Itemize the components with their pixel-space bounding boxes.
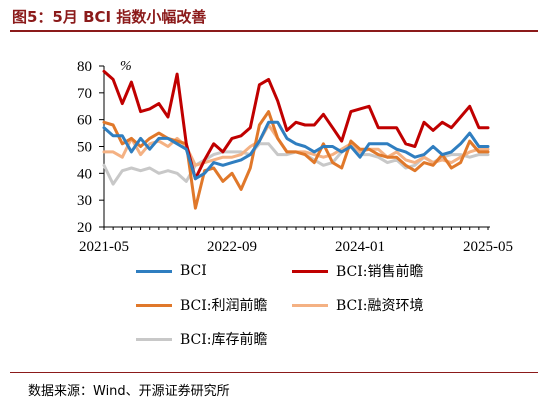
series-line-0 bbox=[102, 120, 490, 181]
figure-title: 图5：5月 BCI 指数小幅改善 bbox=[12, 8, 207, 26]
legend-item: BCI:利润前瞻 bbox=[136, 296, 268, 314]
y-tick-label: 70 bbox=[77, 86, 92, 102]
chart-lines bbox=[102, 69, 490, 210]
legend-swatch bbox=[136, 303, 172, 307]
legend-item: BCI bbox=[136, 262, 207, 280]
source-note: 数据来源：Wind、开源证券研究所 bbox=[28, 384, 230, 399]
legend-swatch bbox=[136, 337, 172, 341]
y-tick-label: 60 bbox=[77, 113, 92, 129]
y-unit-label: % bbox=[120, 59, 132, 74]
legend-swatch bbox=[136, 269, 172, 273]
legend-label: BCI:利润前瞻 bbox=[180, 298, 268, 314]
x-tick-label: 2025-05 bbox=[463, 239, 513, 255]
x-tick-label: 2021-05 bbox=[79, 239, 129, 255]
y-tick-label: 40 bbox=[77, 166, 92, 182]
legend-swatch bbox=[292, 303, 328, 307]
y-tick-label: 50 bbox=[77, 140, 92, 156]
y-tick-label: 30 bbox=[77, 193, 92, 209]
legend-label: BCI:库存前瞻 bbox=[180, 332, 268, 348]
legend-label: BCI bbox=[180, 263, 207, 279]
series-line-1 bbox=[102, 69, 490, 181]
x-tick-label: 2024-01 bbox=[335, 239, 385, 255]
y-tick-label: 80 bbox=[77, 59, 92, 75]
legend-label: BCI:销售前瞻 bbox=[336, 264, 424, 280]
legend-swatch bbox=[292, 269, 328, 273]
legend-item: BCI:融资环境 bbox=[292, 296, 424, 314]
legend-item: BCI:库存前瞻 bbox=[136, 330, 268, 348]
y-tick-label: 20 bbox=[77, 220, 92, 236]
legend-item: BCI:销售前瞻 bbox=[292, 262, 424, 280]
legend-label: BCI:融资环境 bbox=[336, 298, 424, 314]
source-divider bbox=[10, 372, 538, 373]
chart-axes: 20 30 40 50 60 70 80 % 2021-05 2022-09 2024-01 2025… bbox=[77, 59, 513, 255]
title-divider bbox=[10, 30, 538, 32]
x-tick-label: 2022-09 bbox=[207, 239, 257, 255]
